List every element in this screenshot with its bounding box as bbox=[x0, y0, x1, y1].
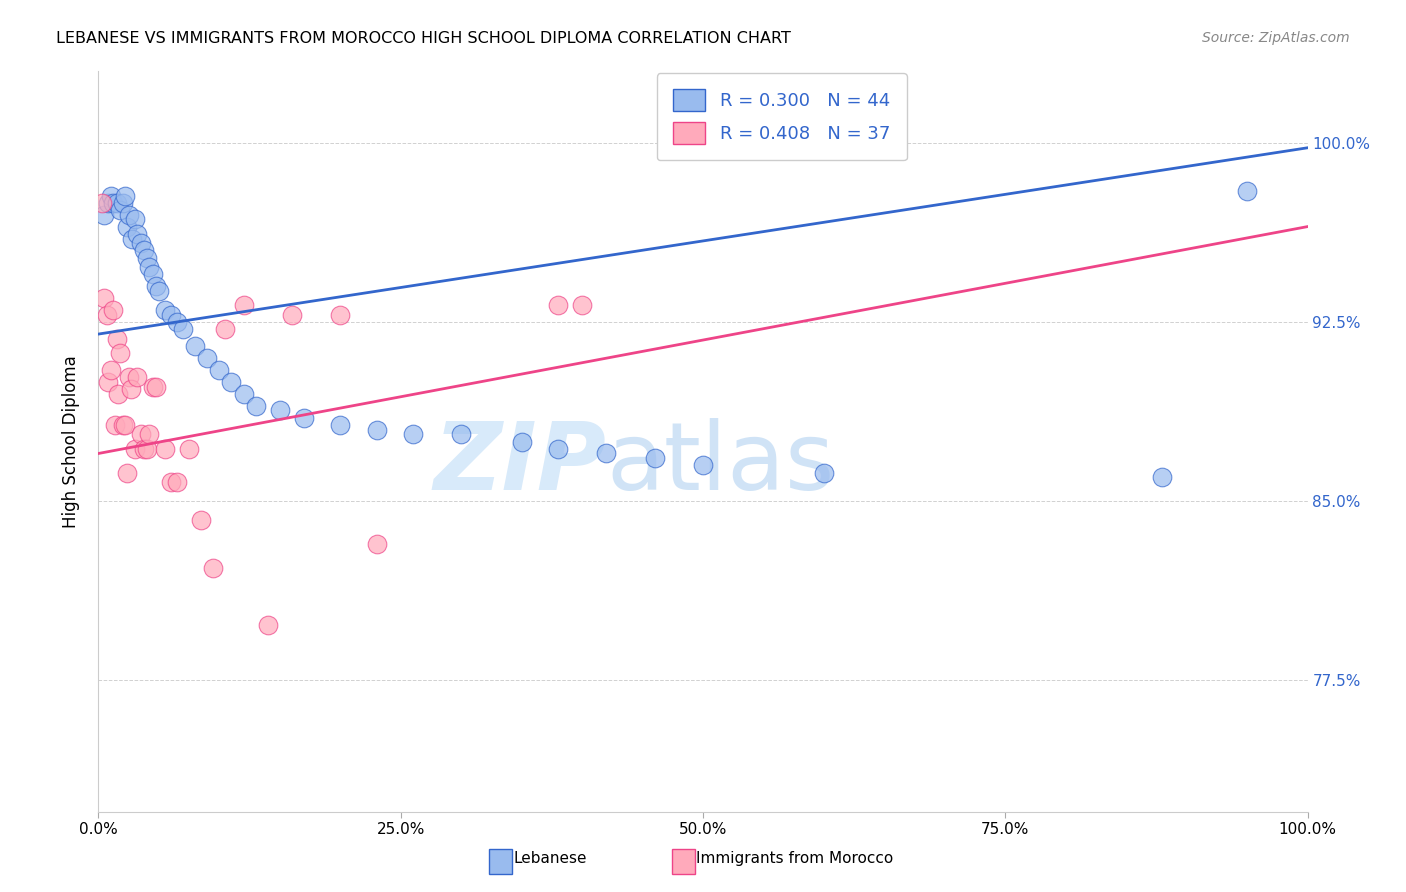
Point bbox=[129, 236, 152, 251]
Point bbox=[1236, 184, 1258, 198]
Point bbox=[142, 268, 165, 282]
Point bbox=[160, 475, 183, 490]
Point bbox=[172, 322, 194, 336]
Point bbox=[256, 618, 278, 632]
Point bbox=[124, 442, 146, 456]
Point bbox=[105, 332, 128, 346]
Point bbox=[114, 188, 136, 202]
Point bbox=[644, 451, 666, 466]
Point bbox=[547, 442, 569, 456]
Point bbox=[93, 291, 115, 305]
Point bbox=[118, 208, 141, 222]
Point bbox=[138, 427, 160, 442]
Point bbox=[269, 403, 291, 417]
Point bbox=[160, 308, 183, 322]
Legend: R = 0.300   N = 44, R = 0.408   N = 37: R = 0.300 N = 44, R = 0.408 N = 37 bbox=[657, 73, 907, 161]
Point bbox=[117, 219, 139, 234]
Point bbox=[124, 212, 146, 227]
Point bbox=[190, 513, 212, 527]
Point bbox=[510, 434, 533, 449]
Point bbox=[232, 386, 254, 401]
Point bbox=[221, 375, 243, 389]
Point bbox=[402, 427, 425, 442]
Point bbox=[134, 442, 156, 456]
Point bbox=[91, 195, 114, 210]
Point bbox=[100, 363, 122, 377]
Point bbox=[97, 375, 120, 389]
Point bbox=[329, 308, 352, 322]
Point bbox=[195, 351, 218, 365]
Point bbox=[179, 442, 201, 456]
Point bbox=[111, 195, 134, 210]
Text: ZIP: ZIP bbox=[433, 417, 606, 509]
Point bbox=[117, 466, 139, 480]
Bar bbox=[672, 849, 695, 874]
Point bbox=[135, 251, 157, 265]
Point bbox=[111, 417, 134, 432]
Point bbox=[153, 442, 176, 456]
Point bbox=[127, 370, 149, 384]
Point bbox=[281, 308, 304, 322]
Point bbox=[366, 423, 388, 437]
Point bbox=[120, 382, 142, 396]
Point bbox=[93, 208, 115, 222]
Point bbox=[142, 379, 165, 393]
Point bbox=[202, 561, 225, 575]
Point bbox=[145, 379, 167, 393]
Text: Source: ZipAtlas.com: Source: ZipAtlas.com bbox=[1202, 31, 1350, 45]
Point bbox=[127, 227, 149, 241]
Point bbox=[118, 370, 141, 384]
Point bbox=[166, 315, 188, 329]
Point bbox=[571, 298, 593, 312]
Point bbox=[129, 427, 152, 442]
Point bbox=[101, 195, 124, 210]
Text: atlas: atlas bbox=[606, 417, 835, 509]
Point bbox=[166, 475, 188, 490]
Point bbox=[114, 417, 136, 432]
Point bbox=[108, 202, 131, 217]
Text: Immigrants from Morocco: Immigrants from Morocco bbox=[696, 852, 893, 866]
Text: LEBANESE VS IMMIGRANTS FROM MOROCCO HIGH SCHOOL DIPLOMA CORRELATION CHART: LEBANESE VS IMMIGRANTS FROM MOROCCO HIGH… bbox=[56, 31, 792, 46]
Point bbox=[292, 410, 315, 425]
Point bbox=[97, 195, 120, 210]
Point bbox=[692, 458, 714, 473]
Point bbox=[813, 466, 835, 480]
Point bbox=[214, 322, 236, 336]
Y-axis label: High School Diploma: High School Diploma bbox=[62, 355, 80, 528]
Point bbox=[105, 195, 128, 210]
Point bbox=[121, 231, 143, 245]
Point bbox=[595, 446, 617, 460]
Point bbox=[245, 399, 267, 413]
Point bbox=[100, 188, 122, 202]
Point bbox=[329, 417, 352, 432]
Point bbox=[138, 260, 160, 275]
Point bbox=[145, 279, 167, 293]
Point bbox=[104, 417, 127, 432]
Point bbox=[107, 386, 129, 401]
Point bbox=[96, 308, 118, 322]
Bar bbox=[489, 849, 512, 874]
Point bbox=[184, 339, 207, 353]
Point bbox=[153, 303, 176, 318]
Point bbox=[1152, 470, 1174, 484]
Point bbox=[101, 303, 124, 318]
Point bbox=[134, 244, 156, 258]
Point bbox=[366, 537, 388, 551]
Point bbox=[232, 298, 254, 312]
Point bbox=[208, 363, 231, 377]
Point bbox=[450, 427, 472, 442]
Point bbox=[135, 442, 157, 456]
Point bbox=[148, 284, 170, 298]
Point bbox=[547, 298, 569, 312]
Text: Lebanese: Lebanese bbox=[513, 852, 586, 866]
Point bbox=[108, 346, 131, 360]
